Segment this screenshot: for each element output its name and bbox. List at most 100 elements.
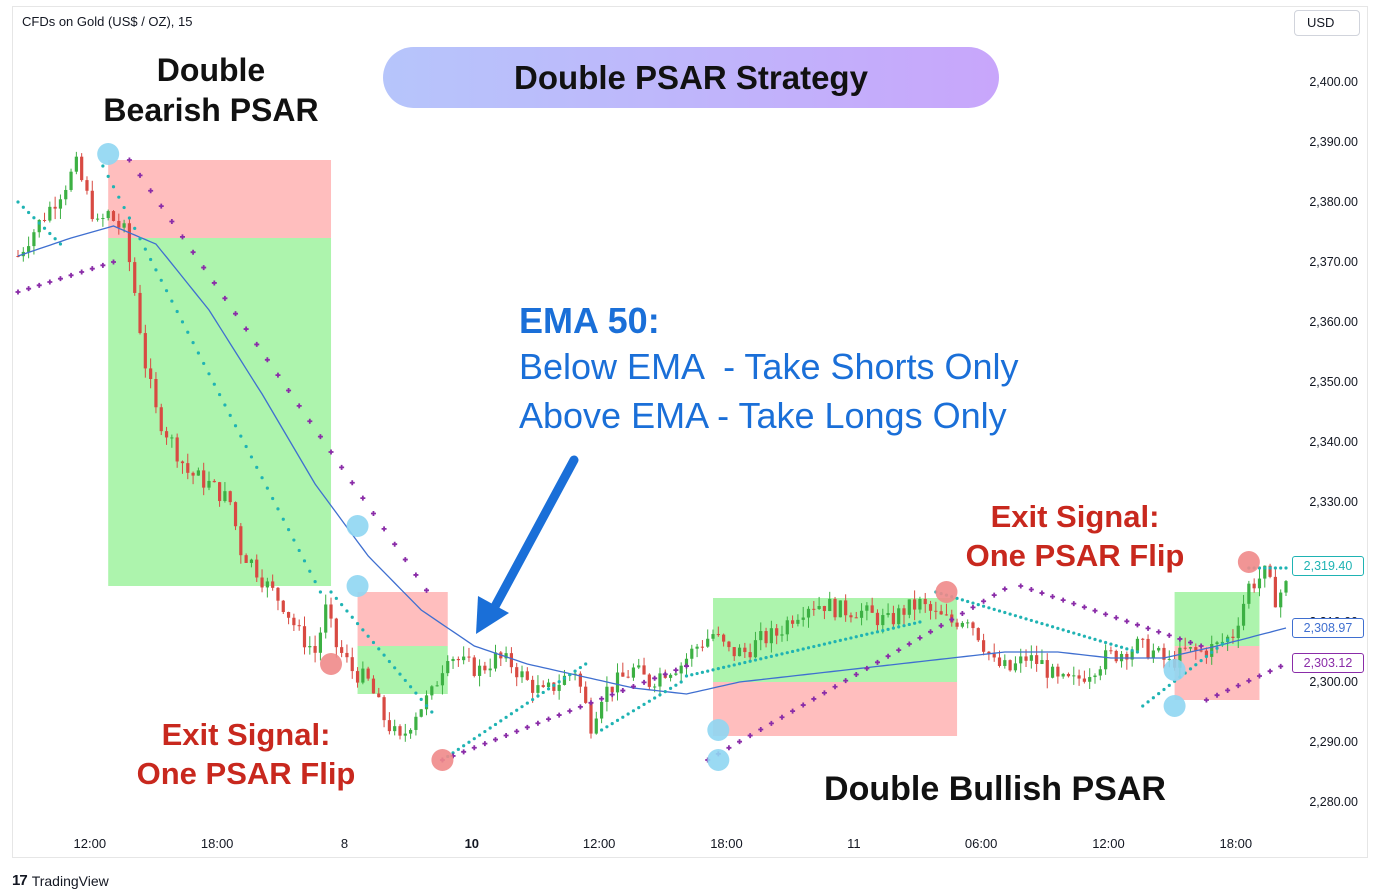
psar-fast-dot xyxy=(1263,566,1267,570)
psar-fast-dot xyxy=(775,653,779,657)
candle-body xyxy=(737,647,742,657)
strategy-title-text: Double PSAR Strategy xyxy=(514,58,868,96)
psar-fast-dot xyxy=(568,673,572,677)
psar-slow-dot xyxy=(959,610,965,616)
candle-body xyxy=(907,599,911,615)
candle-body xyxy=(838,600,842,618)
candle-body xyxy=(817,605,821,609)
psar-fast-dot xyxy=(674,683,678,687)
psar-slow-dot xyxy=(36,282,42,288)
psar-fast-dot xyxy=(345,609,349,613)
candle-body xyxy=(886,613,890,616)
psar-slow-dot xyxy=(991,592,997,598)
psar-slow-dot xyxy=(413,572,419,578)
psar-fast-dot xyxy=(907,622,911,627)
candle-body xyxy=(462,656,466,661)
candle-body xyxy=(308,646,312,648)
psar-fast-dot xyxy=(780,652,784,656)
candle-body xyxy=(430,686,434,696)
candle-body xyxy=(276,587,280,601)
psar-slow-dot xyxy=(556,712,562,718)
candle-body xyxy=(1162,647,1166,660)
psar-slow-dot xyxy=(1267,668,1273,674)
psar-fast-dot xyxy=(154,268,158,272)
candle-body xyxy=(403,733,407,736)
psar-fast-dot xyxy=(191,341,195,345)
psar-fast-dot xyxy=(424,704,429,708)
psar-fast-dot xyxy=(716,667,720,671)
psar-slow-dot xyxy=(917,635,923,641)
psar-fast-dot xyxy=(817,643,821,647)
psar-fast-dot xyxy=(1040,621,1044,626)
psar-slow-dot xyxy=(328,449,334,455)
candle-body xyxy=(849,615,853,618)
candle-body xyxy=(302,626,307,648)
signal-markers xyxy=(97,143,1260,771)
psar-fast-dot xyxy=(260,476,264,480)
psar-fast-dot xyxy=(239,434,243,438)
candle-body xyxy=(743,647,747,653)
price-tick: 2,350.00 xyxy=(1309,375,1358,389)
red-signal-marker xyxy=(320,653,343,675)
psar-fast-dot xyxy=(499,719,503,723)
psar-fast-dot xyxy=(1130,648,1134,653)
candle-body xyxy=(1178,647,1182,668)
psar-fast-dot xyxy=(265,486,269,490)
candle-body xyxy=(748,652,752,658)
candle-body xyxy=(74,156,78,172)
candle-body xyxy=(753,640,758,658)
candle-body xyxy=(509,653,514,668)
tradingview-logo[interactable]: 17 TradingView xyxy=(12,872,109,889)
candle-body xyxy=(1104,650,1108,670)
candle-body xyxy=(175,437,179,462)
psar-fast-dot xyxy=(525,701,529,705)
psar-fast-dot xyxy=(350,615,354,619)
psar-fast-dot xyxy=(1119,645,1124,649)
psar-fast-dot xyxy=(223,403,227,407)
psar-fast-dot xyxy=(1088,636,1092,640)
psar-slow-dot xyxy=(641,679,647,685)
psar-slow-dot xyxy=(57,276,63,282)
psar-fast-dot xyxy=(58,242,63,246)
candle-body xyxy=(318,632,323,653)
psar-fast-dot xyxy=(1210,650,1214,654)
candle-body xyxy=(1114,650,1118,662)
psar-fast-dot xyxy=(812,644,816,649)
psar-slow-dot xyxy=(264,357,270,363)
psar-fast-dot xyxy=(366,634,370,638)
psar-fast-dot xyxy=(180,320,185,324)
psar-fast-dot xyxy=(679,680,683,684)
psar-slow-dot xyxy=(1039,590,1045,596)
candle-body xyxy=(202,470,206,488)
double-bullish-label: Double Bullish PSAR xyxy=(824,770,1166,808)
candle-body xyxy=(1050,666,1055,678)
psar-slow-dot xyxy=(201,265,207,271)
candle-body xyxy=(775,628,779,636)
candle-body xyxy=(435,685,439,687)
psar-slow-dot xyxy=(1124,618,1130,624)
candle-body xyxy=(371,678,376,694)
candle-body xyxy=(658,673,662,687)
candle-body xyxy=(918,599,922,610)
candle-body xyxy=(684,658,689,666)
psar-slow-dot xyxy=(424,587,430,593)
psar-fast-dot xyxy=(865,632,869,636)
psar-fast-dot xyxy=(562,676,567,680)
candle-body xyxy=(1135,638,1140,651)
psar-fast-dot xyxy=(1215,646,1219,650)
psar-fast-dot xyxy=(106,174,110,178)
psar-slow-dot xyxy=(737,739,743,745)
candle-body xyxy=(960,622,964,627)
psar-fast-dot xyxy=(355,621,360,626)
candle-body xyxy=(722,634,726,642)
currency-button[interactable]: USD xyxy=(1294,10,1360,36)
psar-slow-dot xyxy=(546,716,552,722)
psar-slow-dot xyxy=(514,728,520,734)
psar-fast-dot xyxy=(1194,663,1198,667)
psar-slow-dot xyxy=(402,557,408,563)
psar-fast-dot xyxy=(621,715,625,719)
psar-fast-dot xyxy=(759,657,763,661)
psar-fast-dot xyxy=(1125,647,1129,651)
candle-body xyxy=(191,472,195,476)
